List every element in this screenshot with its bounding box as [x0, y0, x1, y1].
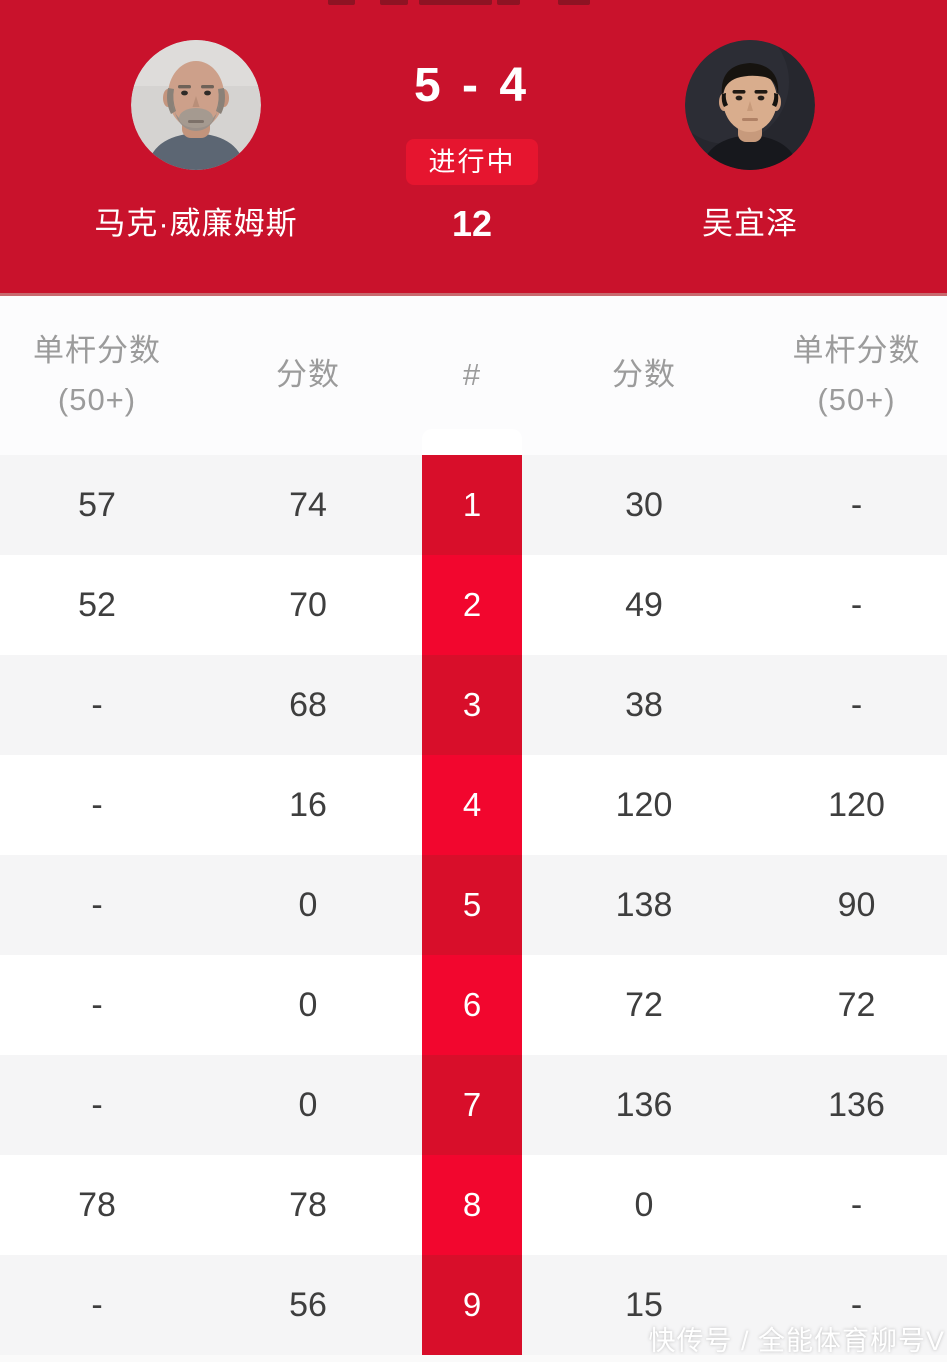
col-header-left-break: 单杆分数 (50+) — [33, 333, 161, 417]
col-header-frame: # — [462, 357, 482, 393]
frames-table-header: 单杆分数 (50+) 分数 # 分数 单杆分数 (50+) — [0, 296, 947, 455]
right-score-cell: 49 — [625, 585, 663, 624]
watermark: 快传号 / 全能体育柳号V — [648, 1326, 945, 1356]
right-player: 吴宜泽 — [594, 40, 906, 243]
right-score-cell: 138 — [615, 885, 673, 924]
frame-number-cell: 3 — [422, 655, 522, 755]
bottom-strip — [0, 1355, 947, 1362]
right-break-cell: - — [850, 685, 863, 724]
left-break-cell: - — [91, 785, 103, 824]
left-break-cell: - — [91, 685, 103, 724]
left-score-cell: 56 — [289, 1285, 327, 1324]
frame-row: - 56 9 15 - — [0, 1255, 947, 1355]
frame-number-cell: 7 — [422, 1055, 522, 1155]
right-break-cell: - — [850, 1285, 863, 1324]
left-score-cell: 74 — [289, 485, 327, 524]
frame-number-cell: 6 — [422, 955, 522, 1055]
frame-row: - 0 7 136 136 — [0, 1055, 947, 1155]
frame-number-cell: 2 — [422, 555, 522, 655]
right-score-cell: 38 — [625, 685, 663, 724]
left-break-cell: - — [91, 1285, 103, 1324]
left-score-cell: 70 — [289, 585, 327, 624]
right-break-cell: 90 — [837, 885, 876, 924]
frame-row: 78 78 8 0 - — [0, 1155, 947, 1255]
frame-row: - 68 3 38 - — [0, 655, 947, 755]
right-break-cell: 72 — [837, 985, 876, 1024]
right-player-avatar — [685, 40, 815, 170]
right-break-cell: - — [850, 485, 863, 524]
clipped-header-remnant — [380, 0, 408, 5]
left-break-cell: - — [91, 885, 103, 924]
frame-number-cell: 1 — [422, 455, 522, 555]
left-score-cell: 68 — [289, 685, 327, 724]
clipped-header-remnant — [419, 0, 492, 5]
frame-number-cell: 9 — [422, 1255, 522, 1355]
right-score-cell: 120 — [615, 785, 673, 824]
frame-row: - 0 6 72 72 — [0, 955, 947, 1055]
col-header-right-score: 分数 — [612, 357, 676, 393]
frame-column-top-cap — [422, 429, 522, 455]
frame-number-cell: 8 — [422, 1155, 522, 1255]
match-status-badge: 进行中 — [406, 139, 538, 185]
frame-number-cell: 4 — [422, 755, 522, 855]
clipped-header-remnant — [328, 0, 355, 5]
right-break-cell: 136 — [828, 1085, 885, 1124]
left-score-cell: 16 — [289, 785, 327, 824]
left-player-avatar — [131, 40, 261, 170]
frame-number-cell: 5 — [422, 855, 522, 955]
left-score-cell: 78 — [289, 1185, 327, 1224]
header-bottom-divider — [0, 293, 947, 296]
right-score-cell: 72 — [625, 985, 663, 1024]
left-score-cell: 0 — [298, 985, 318, 1024]
frames-table-body: 57 74 1 30 - 52 70 2 49 - - 68 3 38 - - … — [0, 455, 947, 1355]
right-score-cell: 30 — [625, 485, 663, 524]
right-break-cell: - — [850, 585, 863, 624]
left-score-cell: 0 — [298, 885, 318, 924]
right-score-cell: 136 — [615, 1085, 673, 1124]
right-score-cell: 15 — [625, 1285, 663, 1324]
frame-row: 57 74 1 30 - — [0, 455, 947, 555]
frame-row: - 16 4 120 120 — [0, 755, 947, 855]
match-header: 马克·威廉姆斯 5 - 4 进行中 12 — [0, 0, 947, 293]
col-header-left-score: 分数 — [276, 357, 340, 393]
clipped-header-remnant — [558, 0, 590, 5]
frame-row: - 0 5 138 90 — [0, 855, 947, 955]
match-score: 5 - 4 — [413, 59, 531, 112]
left-break-cell: - — [91, 985, 103, 1024]
left-player: 马克·威廉姆斯 — [40, 40, 352, 243]
clipped-header-remnant — [497, 0, 520, 5]
score-block: 5 - 4 进行中 12 — [352, 0, 592, 245]
current-frame-number: 12 — [451, 203, 493, 244]
left-break-cell: - — [91, 1085, 103, 1124]
col-header-right-break: 单杆分数 (50+) — [792, 333, 921, 417]
right-break-cell: 120 — [828, 785, 885, 824]
left-break-cell: 78 — [78, 1185, 116, 1224]
left-break-cell: 52 — [78, 585, 116, 624]
left-score-cell: 0 — [298, 1085, 318, 1124]
right-score-cell: 0 — [634, 1185, 654, 1224]
frame-row: 52 70 2 49 - — [0, 555, 947, 655]
right-player-name: 吴宜泽 — [702, 206, 798, 241]
right-break-cell: - — [850, 1185, 863, 1224]
left-player-name: 马克·威廉姆斯 — [94, 206, 298, 241]
left-break-cell: 57 — [78, 485, 116, 524]
